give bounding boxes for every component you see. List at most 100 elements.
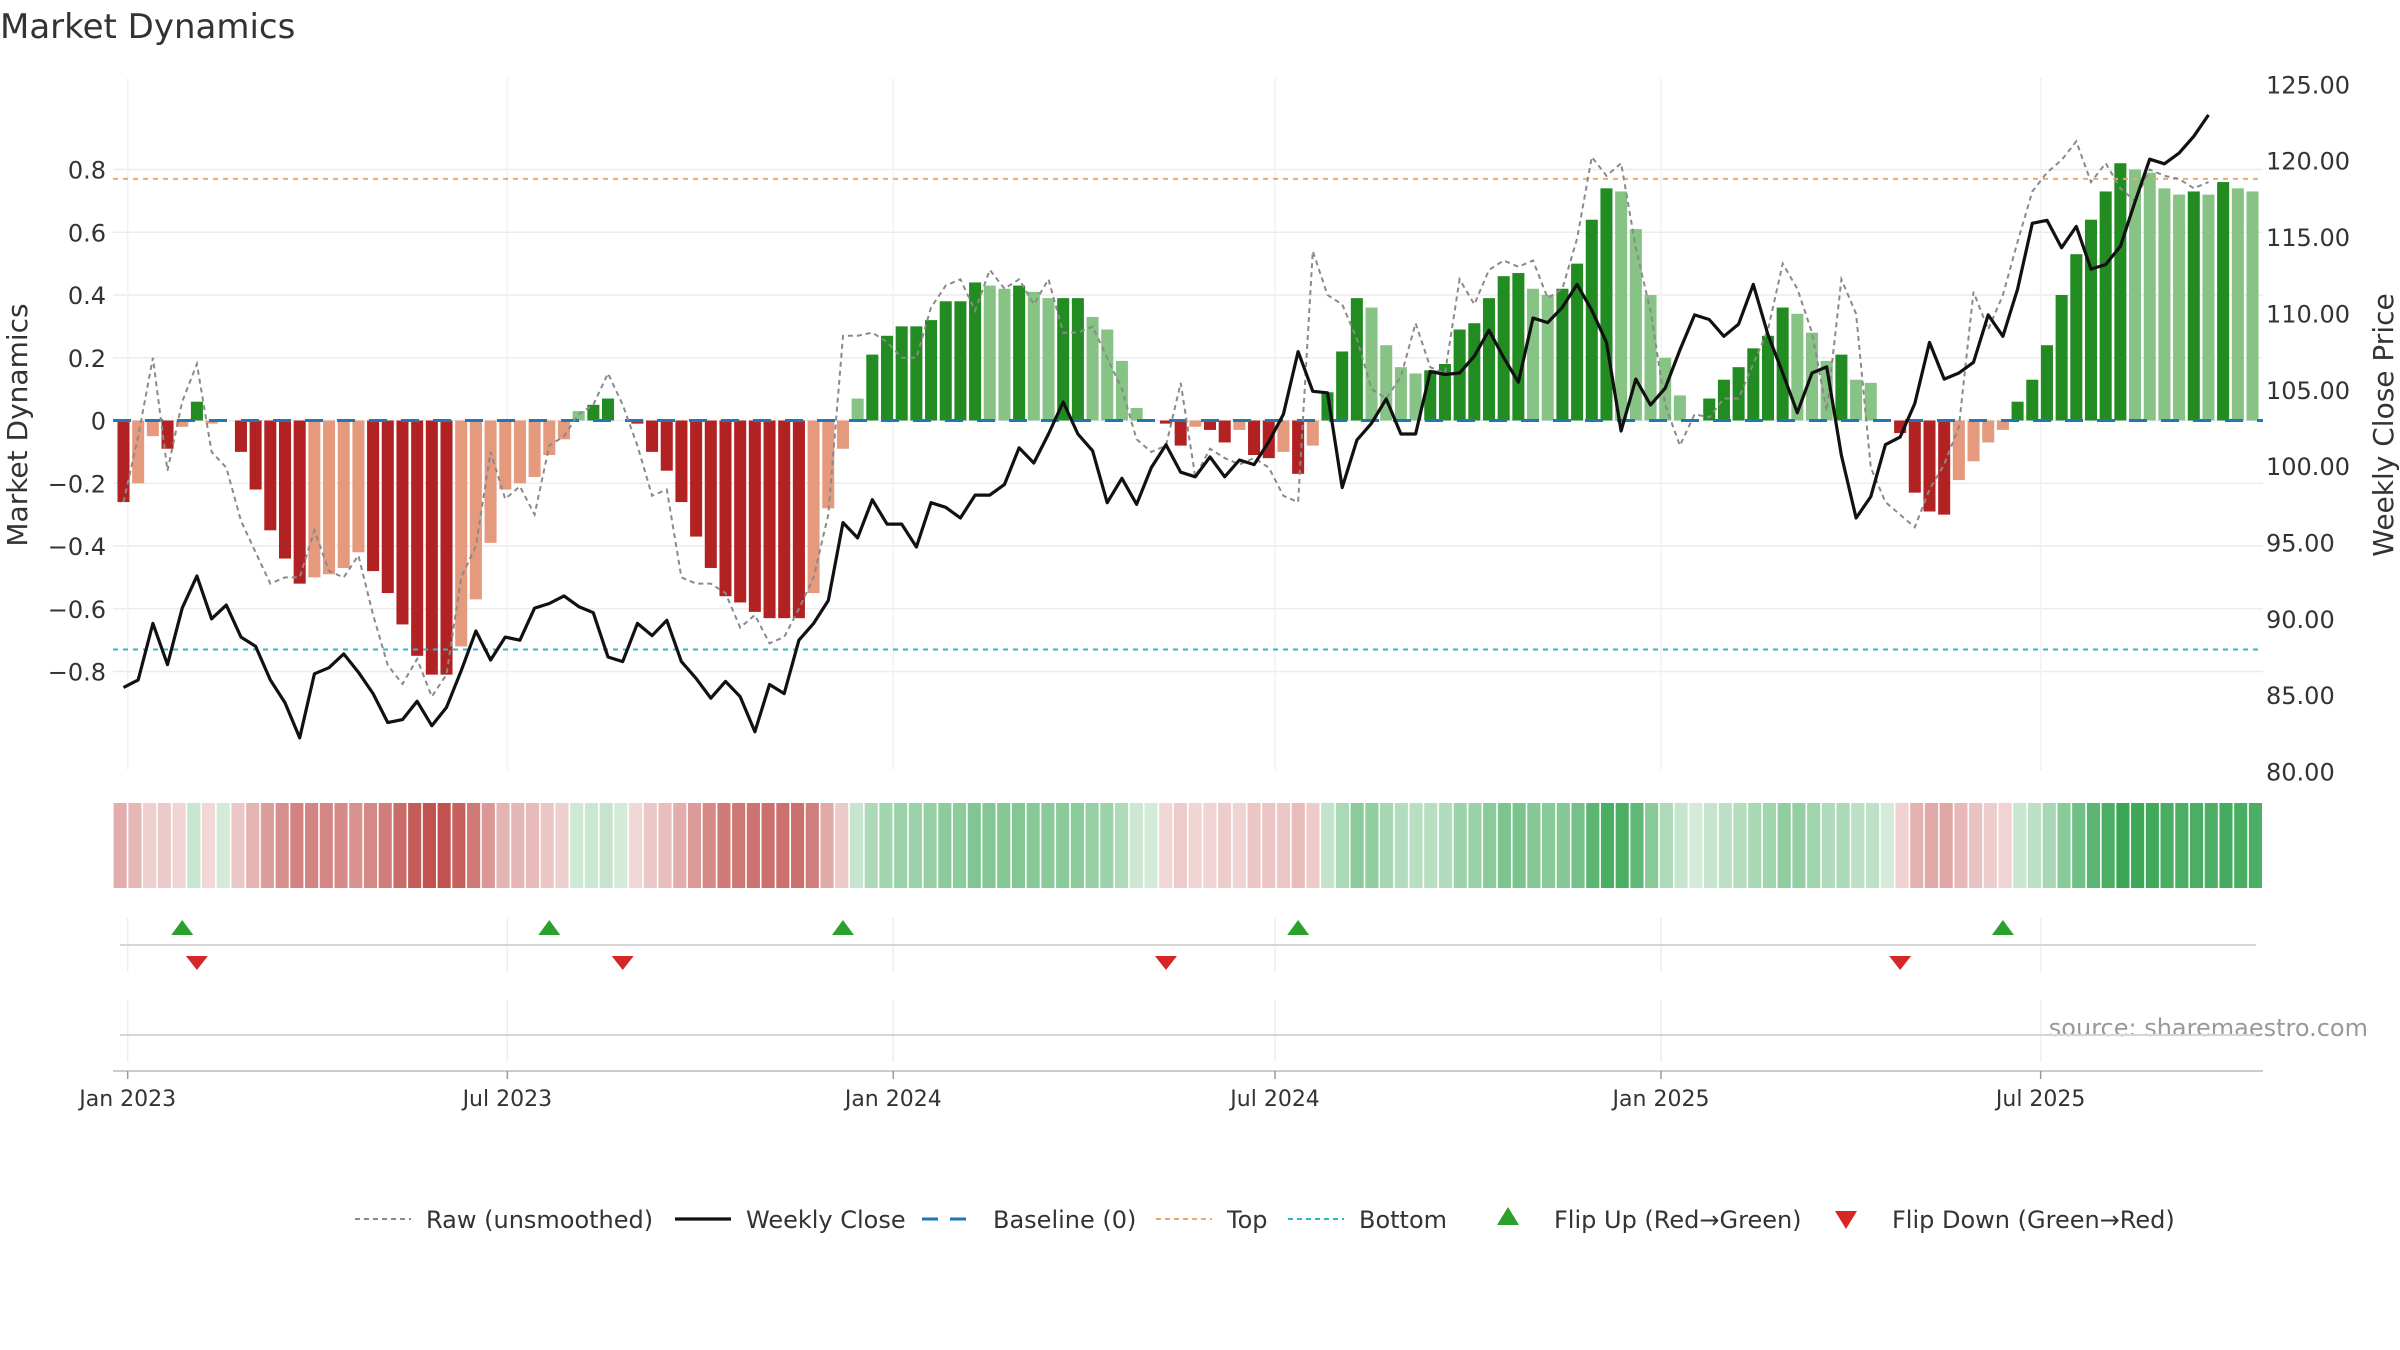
chart-title: Market Dynamics [0,7,295,47]
dynamics-bar [352,420,365,553]
dynamics-bar [1732,367,1745,421]
dynamics-bar [704,420,717,568]
regime-strip-cell [1851,803,1865,888]
x-tick-label: Jan 2025 [1611,1087,1710,1112]
regime-strip-cell [1924,803,1939,888]
flip-down-marker [1154,956,1177,970]
regime-strip-cell [290,803,304,888]
dynamics-bar [1497,276,1510,421]
regime-strip-cell [1600,803,1615,888]
regime-strip-cell [1232,803,1246,888]
dynamics-bar [1248,420,1261,456]
dynamics-bar [2099,191,2112,421]
dynamics-bar [969,282,982,421]
dynamics-bar [954,301,967,421]
regime-strip-cell [923,803,937,888]
dynamics-bar [1365,307,1378,421]
regime-strip-cell [1556,803,1570,888]
x-tick-label: Jul 2023 [461,1087,553,1112]
regime-strip-cell [1144,803,1158,888]
regime-strip-cell [1218,803,1232,888]
y-tick-label-left: −0.2 [48,470,106,498]
regime-strip-cell [525,803,540,888]
flip-up-marker [831,920,854,935]
dynamics-bar [308,420,321,578]
dynamics-bar [2070,254,2083,421]
dynamics-bar [866,354,879,421]
legend-label: Baseline (0) [993,1206,1136,1234]
regime-strip-cell [1969,803,1983,888]
regime-strip-cell [1733,803,1747,888]
y-axis-label-right: Weekly Close Price [2367,293,2400,556]
flip-up-marker [1991,920,2014,935]
regime-strip-cell [393,803,407,888]
regime-strip-cell [2145,803,2159,888]
regime-strip-cell [1306,803,1320,888]
regime-strip-cell [2248,803,2262,888]
dynamics-bar [939,301,952,421]
regime-strip-cell [1188,803,1202,888]
regime-strip-cell [1998,803,2012,888]
dynamics-bar [910,326,923,421]
regime-strip-cell [1026,803,1040,888]
y-tick-label-right: 110.00 [2266,300,2350,328]
dynamics-bar [1600,188,1613,421]
regime-strip-cell [879,803,893,888]
regime-strip-cell [1114,803,1129,888]
regime-strip-cell [1497,803,1511,888]
dynamics-bar [469,420,482,600]
dynamics-bar [1394,367,1407,421]
dynamics-bar [1761,335,1774,421]
regime-strip-cell [452,803,466,888]
dynamics-bar [1350,298,1363,421]
flip-down-marker [611,956,634,970]
regime-strip-cell [496,803,510,888]
y-tick-label-right: 115.00 [2266,224,2350,252]
regime-strip-cell [1159,803,1173,888]
regime-strip-cell [2042,803,2056,888]
y-tick-label-right: 90.00 [2266,606,2335,634]
dynamics-bar [1512,273,1525,421]
dynamics-bar [425,420,438,675]
x-tick-label: Jul 2024 [1228,1087,1320,1112]
dynamics-bar [2011,401,2024,421]
flip-down-marker [185,956,208,970]
regime-strip-cell [437,803,451,888]
dynamics-bar [690,420,703,537]
raw-unsmoothed-line [122,139,2209,699]
dynamics-bar [1673,395,1686,421]
dynamics-bar [484,420,497,543]
dynamics-bar [646,420,659,452]
regime-strip-cell [216,803,230,888]
legend-flip-down-icon [1835,1211,1857,1229]
dynamics-bar [1130,407,1143,421]
legend-label: Flip Down (Green→Red) [1892,1206,2175,1234]
regime-strip-cell [746,803,760,888]
dynamics-bar [293,420,306,584]
dynamics-bar [367,420,380,572]
regime-strip-cell [1586,803,1600,888]
dynamics-bar [278,420,292,559]
regime-strip-cell [584,803,598,888]
regime-strip-cell [1483,803,1497,888]
dynamics-bar [1703,398,1716,421]
dynamics-bar [1218,420,1231,443]
source-credit: source: sharemaestro.com [2049,1014,2368,1042]
regime-strip-cell [1836,803,1850,888]
regime-strip-cell [702,803,716,888]
dynamics-bar [337,420,350,568]
dynamics-bar [807,420,820,594]
dynamics-bar [249,420,262,490]
x-tick-label: Jan 2023 [77,1087,176,1112]
regime-strip-cell [997,803,1011,888]
dynamics-bar [2026,379,2039,421]
regime-strip-cell [599,803,613,888]
dynamics-bar [822,420,835,509]
regime-strip-cell [1056,803,1070,888]
dynamics-bar [396,420,409,625]
dynamics-bar [1835,354,1848,421]
dynamics-bar [1791,313,1804,421]
regime-strip-cell [790,803,805,888]
regime-strip-cell [1674,803,1688,888]
regime-strip-cell [2101,803,2115,888]
